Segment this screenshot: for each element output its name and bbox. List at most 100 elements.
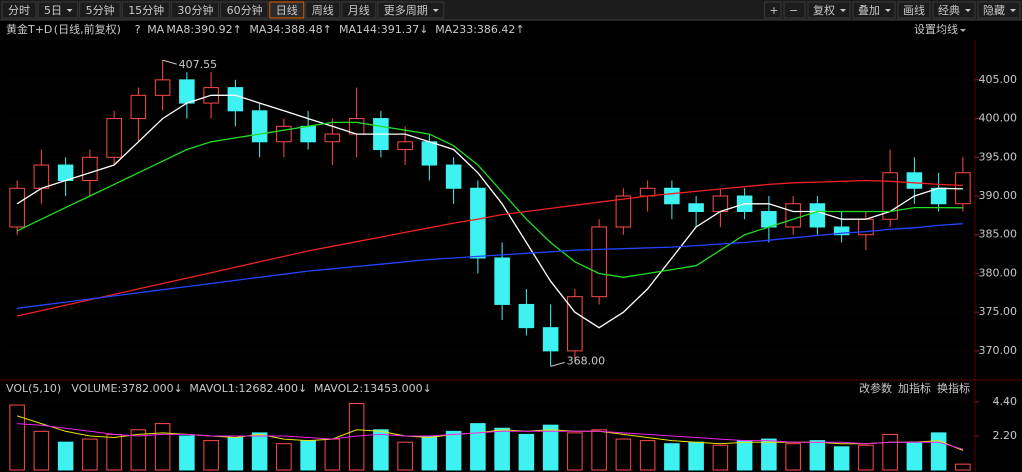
- candle-body: [106, 118, 122, 158]
- y-tick-label: 2.20: [993, 429, 1018, 442]
- volume-bar: [494, 427, 510, 471]
- tool-button[interactable]: [932, 1, 976, 19]
- volume-bar: [639, 440, 656, 471]
- volume-bar: [882, 433, 898, 471]
- volume-bar: [106, 433, 122, 471]
- tool-button[interactable]: [977, 1, 1021, 19]
- volume-bar: [33, 430, 50, 471]
- dropdown-arrow: [432, 9, 439, 12]
- volume-bar: [712, 444, 729, 471]
- candle-body: [348, 118, 365, 135]
- candle-body: [324, 133, 341, 143]
- period-tab[interactable]: [79, 1, 121, 19]
- vol-button[interactable]: 换指标: [937, 381, 970, 395]
- y-tick-label: 390.00: [979, 189, 1018, 202]
- volume-bar: [203, 440, 219, 471]
- candle-body: [882, 172, 898, 220]
- tool-button[interactable]: [852, 1, 896, 19]
- candle-body: [615, 195, 632, 228]
- ma-settings[interactable]: 设置均线: [914, 22, 958, 36]
- vol-button[interactable]: 改参数: [859, 381, 892, 395]
- legend-entry: MA34:388.48↑: [249, 23, 331, 36]
- y-tick-label: 4.40: [993, 395, 1018, 408]
- ma-line: [16, 179, 963, 317]
- tool-button[interactable]: [763, 1, 782, 19]
- candle-body: [591, 226, 607, 298]
- volume-bar: [930, 432, 947, 471]
- period-label: 日线: [276, 3, 298, 17]
- volume-bar: [179, 435, 195, 471]
- period-label: 周线: [312, 3, 334, 17]
- volume-bar: [324, 438, 341, 471]
- volume-bar: [57, 441, 74, 471]
- tool-label: 经典: [938, 3, 960, 17]
- volume-bar: [858, 444, 874, 471]
- volume-bar: [397, 441, 413, 471]
- legend-entry: MA8:390.92↑: [166, 23, 241, 36]
- legend-entry: MA144:391.37↓: [339, 23, 428, 36]
- volume-bar: [833, 446, 850, 471]
- period-tab[interactable]: [305, 1, 341, 19]
- low-pointer: [550, 361, 565, 367]
- dropdown-arrow: [960, 29, 966, 32]
- candle-body: [276, 125, 292, 143]
- period-tab[interactable]: [1, 1, 37, 19]
- volume-bar: [761, 438, 777, 471]
- volume-bar: [373, 429, 389, 471]
- mavol-line: [17, 423, 964, 450]
- candle-body: [518, 303, 535, 329]
- dropdown-arrow: [885, 9, 891, 12]
- candle-body: [761, 211, 777, 228]
- vol-indicator: VOL(5,10): [6, 382, 61, 395]
- candle-body: [154, 79, 171, 96]
- tool-button[interactable]: [783, 1, 806, 19]
- candle-body: [33, 164, 50, 189]
- period-tab[interactable]: [121, 1, 170, 19]
- vol-button[interactable]: 加指标: [898, 381, 931, 395]
- period-tab[interactable]: [377, 1, 445, 19]
- candle-body: [397, 141, 413, 151]
- ma-line: [16, 94, 963, 329]
- volume-bar: [251, 432, 268, 471]
- candle-body: [179, 79, 195, 104]
- tool-label: +: [769, 4, 778, 17]
- candle-body: [300, 125, 316, 143]
- period-tab[interactable]: [269, 1, 305, 19]
- dropdown-arrow: [840, 9, 846, 12]
- volume-bar: [615, 438, 632, 471]
- y-tick-label: 405.00: [979, 73, 1018, 86]
- ma-line: [16, 121, 963, 278]
- candle-body: [542, 327, 559, 352]
- volume-bar: [227, 437, 244, 471]
- volume-bar: [591, 429, 607, 471]
- vol-legend-entry: VOLUME:3782.000↓: [71, 382, 182, 395]
- tool-label: 画线: [903, 3, 925, 17]
- candle-body: [421, 141, 438, 166]
- period-tab[interactable]: [170, 1, 220, 19]
- volume-bar: [688, 441, 704, 471]
- period-label: 分时: [8, 4, 30, 17]
- volume-bar: [955, 463, 971, 471]
- volume-bar: [470, 423, 486, 471]
- y-tick-label: 375.00: [979, 305, 1018, 318]
- volume-bar: [906, 441, 923, 471]
- period-tab[interactable]: [220, 1, 269, 19]
- high-pointer: [162, 59, 177, 65]
- tool-button[interactable]: [807, 1, 851, 19]
- volume-bar: [736, 440, 753, 471]
- candle-body: [445, 164, 462, 189]
- volume-bar: [154, 423, 171, 471]
- tool-button[interactable]: [897, 1, 931, 19]
- volume-bar: [9, 404, 25, 471]
- tool-label: 隐藏: [983, 4, 1005, 17]
- price-indicator: MA: [147, 23, 164, 36]
- period-tab[interactable]: [341, 1, 377, 19]
- y-tick-label: 385.00: [979, 228, 1018, 241]
- candle-body: [9, 187, 25, 228]
- volume-bar: [276, 443, 292, 471]
- candle-body: [494, 257, 510, 305]
- period-tab[interactable]: [37, 1, 79, 19]
- y-tick-label: 370.00: [979, 344, 1018, 357]
